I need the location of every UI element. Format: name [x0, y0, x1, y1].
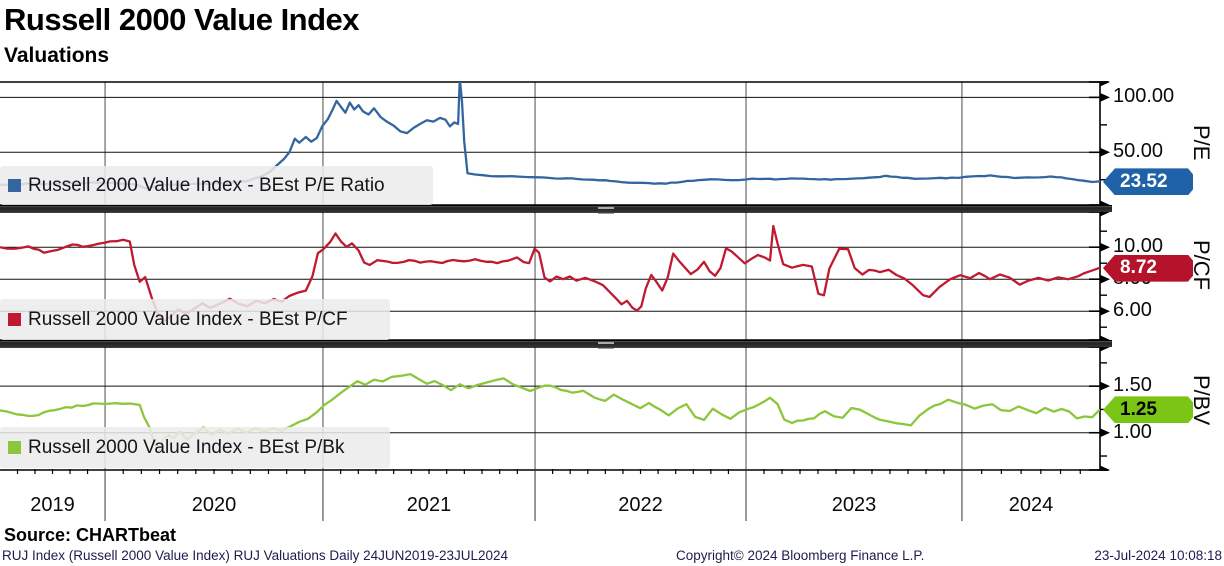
y-tick-label: 100.00	[1113, 85, 1175, 108]
legend-swatch-icon	[8, 313, 21, 326]
legend-pe[interactable]: Russell 2000 Value Index - BEst P/E Rati…	[0, 166, 433, 205]
legend-pbk[interactable]: Russell 2000 Value Index - BEst P/Bk	[0, 427, 390, 468]
axis-title-pcf: P/CF	[1189, 240, 1214, 291]
drag-handle-icon[interactable]	[598, 207, 614, 214]
legend-swatch-icon	[8, 441, 21, 454]
last-price-badge-pcf: 8.72	[1103, 255, 1193, 282]
axis-title-pbv: P/BV	[1189, 375, 1214, 426]
legend-label: Russell 2000 Value Index - BEst P/Bk	[28, 436, 345, 458]
panel-separator-1[interactable]	[0, 205, 1112, 214]
chart-meta-text: RUJ Index (Russell 2000 Value Index) RUJ…	[2, 548, 509, 563]
panel-separator-2[interactable]	[0, 340, 1112, 349]
drag-handle-icon[interactable]	[598, 342, 614, 349]
x-year-label: 2020	[191, 494, 237, 516]
x-axis	[16, 469, 1081, 521]
x-year-label: 2022	[618, 494, 663, 516]
y-tick-label: 1.00	[1113, 420, 1152, 443]
y-tick-label: 10.00	[1113, 235, 1164, 258]
last-price-badge-pbv: 1.25	[1103, 396, 1193, 423]
x-year-label: 2023	[831, 494, 877, 516]
page-title: Russell 2000 Value Index	[4, 2, 360, 37]
x-year-label: 2019	[30, 494, 75, 516]
legend-label: Russell 2000 Value Index - BEst P/E Rati…	[28, 174, 385, 196]
legend-label: Russell 2000 Value Index - BEst P/CF	[28, 308, 348, 330]
page-subtitle: Valuations	[4, 44, 110, 67]
panel-plot-pbv[interactable]	[0, 346, 1224, 471]
y-tick-label: 6.00	[1113, 299, 1152, 322]
axis-title-pe: P/E	[1189, 125, 1214, 161]
legend-swatch-icon	[8, 179, 21, 192]
x-year-label: 2021	[406, 494, 452, 516]
source-label: Source: CHARTbeat	[4, 525, 177, 545]
y-tick-label: 1.50	[1113, 374, 1152, 397]
x-year-label: 2024	[1008, 494, 1054, 516]
timestamp-text: 23-Jul-2024 10:08:18	[1094, 548, 1222, 563]
copyright-text: Copyright© 2024 Bloomberg Finance L.P.	[676, 548, 925, 563]
last-price-badge-pe: 23.52	[1103, 168, 1193, 195]
legend-pcf[interactable]: Russell 2000 Value Index - BEst P/CF	[0, 299, 390, 340]
y-tick-label: 50.00	[1113, 140, 1164, 163]
